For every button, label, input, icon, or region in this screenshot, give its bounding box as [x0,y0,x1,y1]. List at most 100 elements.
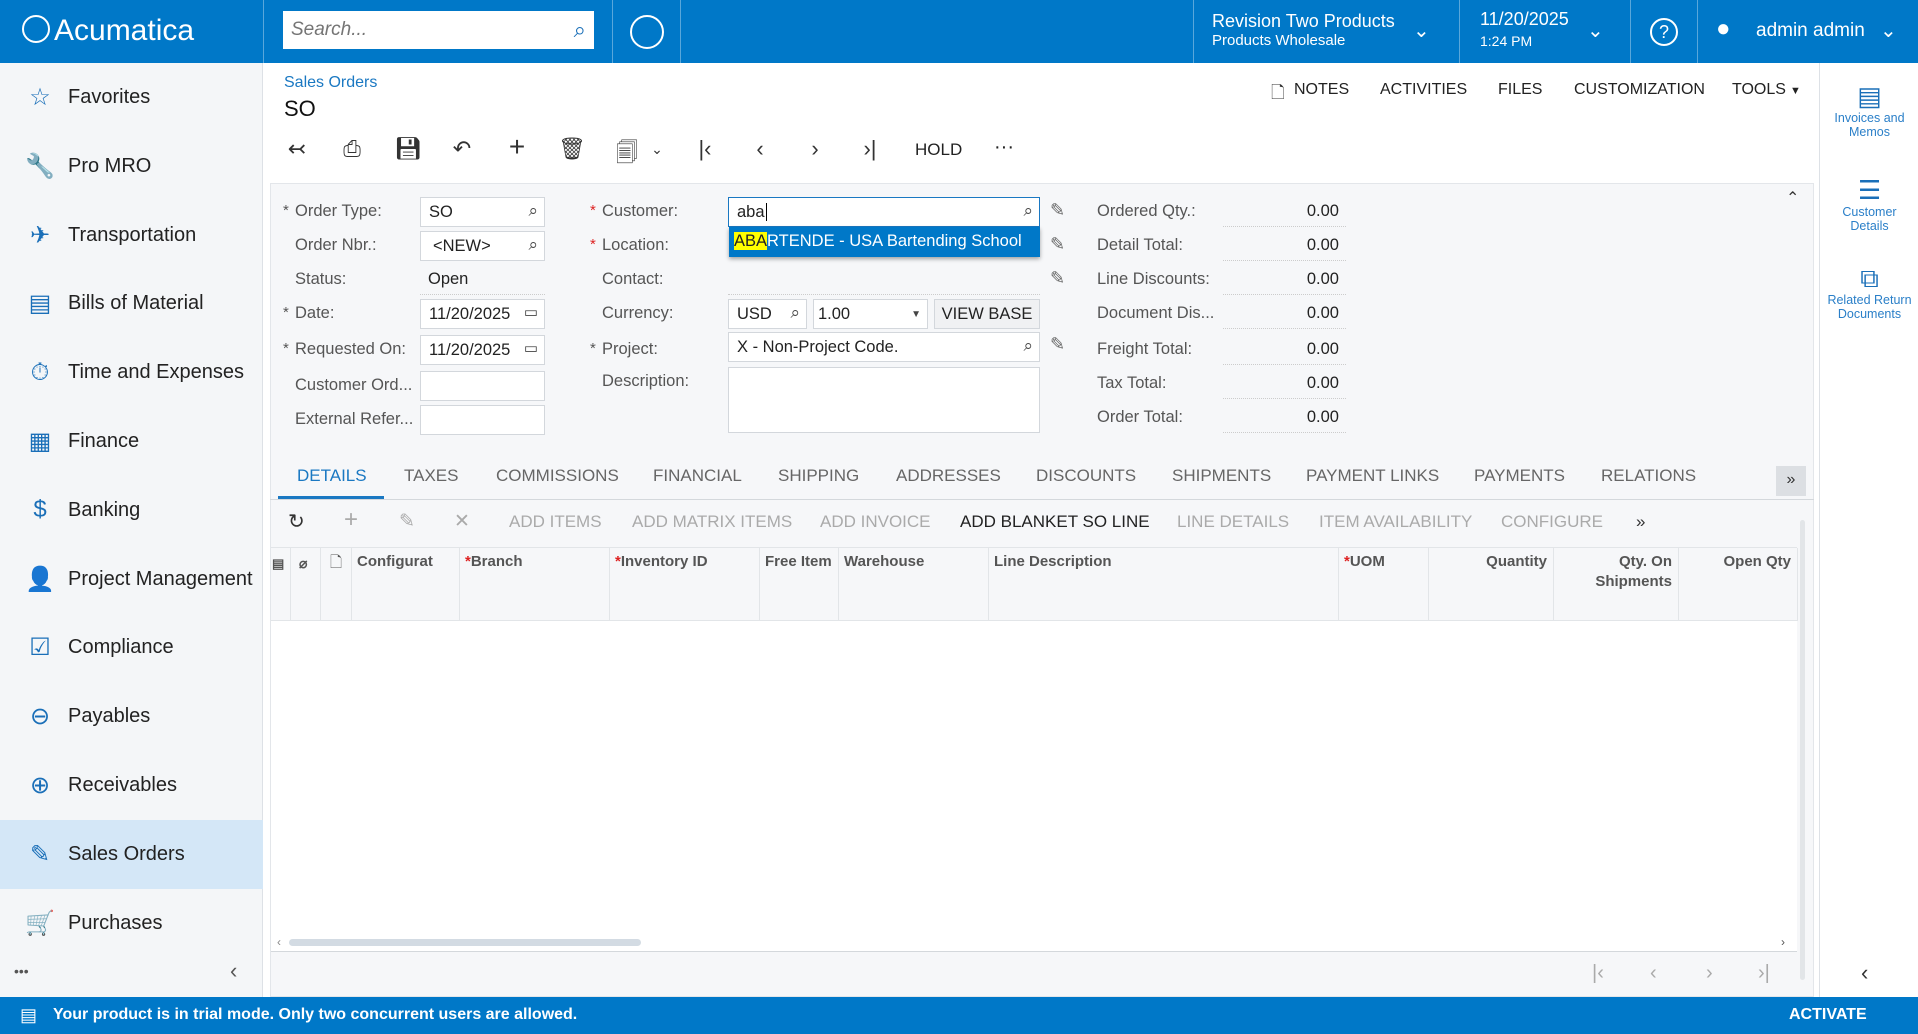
search-icon[interactable]: ⌕ [1023,336,1033,355]
sidebar-item-time-and-expenses[interactable]: ⏱ Time and Expenses [0,338,263,407]
scroll-right-icon[interactable]: › [1781,935,1785,949]
column-header[interactable]: *UOM [1344,552,1422,572]
refresh-icon[interactable]: ↻ [288,511,305,533]
sidebar-item-bills-of-material[interactable]: ▤ Bills of Material [0,269,263,338]
right-panel-invoice[interactable]: ▤ Invoices and Memos [1820,81,1918,139]
last-record-icon[interactable]: ›| [863,136,877,161]
tab-financial[interactable]: FINANCIAL [653,466,742,485]
add-matrix-items-button[interactable]: ADD MATRIX ITEMS [632,512,793,531]
copy-paste-icon[interactable]: 🗐 [616,140,638,165]
add-items-button[interactable]: ADD ITEMS [509,512,602,531]
column-header[interactable]: Configurat [357,552,453,572]
column-header[interactable]: Line Description [994,552,1332,572]
customer-suggestion[interactable]: ABARTENDE - USA Bartending School [729,227,1040,257]
tab-commissions[interactable]: COMMISSIONS [496,466,619,485]
tab-relations[interactable]: RELATIONS [1601,466,1697,485]
sidebar-item-payables[interactable]: ⊖ Payables [0,682,263,751]
tab-taxes[interactable]: TAXES [404,466,459,485]
previous-page-icon[interactable]: ‹ [1650,962,1657,984]
chevron-down-icon[interactable]: ⌄ [1880,20,1897,42]
column-header[interactable]: *Inventory ID [615,552,753,572]
first-page-icon[interactable]: |‹ [1592,962,1604,984]
right-panel-customer-details[interactable]: ☰ Customer Details [1820,175,1918,233]
horizontal-scrollbar[interactable] [289,939,641,946]
collapse-icon[interactable]: ⌃ [1786,190,1800,207]
acumatica-logo-icon[interactable]: Acumatica [22,14,194,48]
back-icon[interactable]: ↢ [287,136,307,161]
tab-payment-links[interactable]: PAYMENT LINKS [1306,466,1440,485]
undo-icon[interactable]: ↶ [452,136,472,161]
calendar-icon[interactable]: ▭ [523,304,538,321]
column-header[interactable]: *Branch [465,552,603,572]
add-invoice-button[interactable]: ADD INVOICE [820,512,931,531]
edit-icon[interactable]: ✎ [1050,200,1066,220]
caret-down-icon[interactable]: ▼ [1790,85,1801,97]
project-field[interactable]: X - Non-Project Code. ⌕ [728,332,1040,362]
company-selector[interactable]: Revision Two Products Products Wholesale [1212,11,1395,49]
save-and-close-icon[interactable]: ⎙ [343,136,361,161]
view-base-button[interactable]: VIEW BASE [934,299,1040,329]
sidebar-item-receivables[interactable]: ⊕ Receivables [0,751,263,820]
save-icon[interactable]: 💾︎ [394,136,422,161]
item-availability-button[interactable]: ITEM AVAILABILITY [1319,512,1473,531]
delete-icon[interactable]: 🗑︎ [558,136,586,161]
note-icon[interactable]: 🗋 [330,554,343,571]
notes-link[interactable]: NOTES [1294,81,1350,98]
chevron-down-icon[interactable]: ⌄ [651,141,663,157]
sidebar-item-pro-mro[interactable]: 🔧 Pro MRO [0,132,263,201]
tab-payments[interactable]: PAYMENTS [1474,466,1565,485]
activate-button[interactable]: ACTIVATE [1789,1006,1867,1023]
search-icon[interactable]: ⌕ [790,303,800,322]
files-link[interactable]: FILES [1498,81,1543,98]
tab-addresses[interactable]: ADDRESSES [896,466,1001,485]
more-tabs-icon[interactable]: » [1776,466,1806,496]
sidebar-item-banking[interactable]: $ Banking [0,476,263,545]
add-icon[interactable]: + [508,131,526,162]
collapse-sidebar-icon[interactable]: ‹ [230,958,238,983]
collapse-panel-icon[interactable]: ‹ [1861,960,1869,985]
column-header[interactable]: Qty. On Shipments [1559,552,1672,592]
tab-shipments[interactable]: SHIPMENTS [1172,466,1272,485]
tab-discounts[interactable]: DISCOUNTS [1036,466,1137,485]
currency-rate-select[interactable]: 1.00 ▼ [813,299,928,329]
search-icon[interactable]: ⌕ [528,235,538,254]
customer-field[interactable]: aba ⌕ [728,197,1040,227]
caret-down-icon[interactable]: ▼ [911,309,921,320]
edit-icon[interactable]: ✎ [1050,234,1066,254]
chevron-down-icon[interactable]: ⌄ [1413,20,1430,42]
add-row-icon[interactable]: + [344,506,359,533]
vertical-scrollbar[interactable] [1800,520,1805,980]
sidebar-item-compliance[interactable]: ☑ Compliance [0,613,263,682]
attachment-icon[interactable]: ⌀ [299,555,308,571]
add-blanket-so-line-button[interactable]: ADD BLANKET SO LINE [960,512,1150,531]
more-icon[interactable]: ••• [14,963,29,979]
date-selector[interactable]: 11/20/2025 1:24 PM [1480,9,1569,49]
chevron-down-icon[interactable]: ⌄ [1587,20,1604,42]
calendar-icon[interactable]: ▭ [523,340,538,357]
delete-row-icon[interactable]: ✕ [454,511,470,532]
scroll-left-icon[interactable]: ‹ [277,935,281,949]
line-details-button[interactable]: LINE DETAILS [1177,512,1290,531]
column-header[interactable]: Free Item [765,552,832,572]
search-box[interactable]: ⌕ [283,11,594,49]
history-icon[interactable] [630,15,664,49]
sidebar-item-finance[interactable]: ▦ Finance [0,407,263,476]
next-record-icon[interactable]: › [811,136,819,161]
search-icon[interactable]: ⌕ [1023,201,1033,220]
help-icon[interactable]: ? [1650,18,1678,46]
row-selector-icon[interactable]: ▤ [272,556,285,571]
sidebar-item-sales-orders[interactable]: ✎ Sales Orders [0,819,263,889]
currency-field[interactable]: USD ⌕ [728,299,807,329]
customization-link[interactable]: CUSTOMIZATION [1574,81,1705,98]
more-actions-button[interactable]: ··· [994,136,1014,158]
sidebar-item-purchases[interactable]: 🛒 Purchases [0,889,263,958]
date-field[interactable]: 11/20/2025 ▭ [420,299,545,329]
tab-shipping[interactable]: SHIPPING [778,466,860,485]
column-header[interactable]: Open Qty [1684,552,1791,572]
user-menu[interactable]: admin admin [1756,20,1865,41]
more-grid-actions-icon[interactable]: » [1636,512,1646,531]
hold-button[interactable]: HOLD [915,140,963,159]
previous-record-icon[interactable]: ‹ [756,136,764,161]
edit-row-icon[interactable]: ✎ [399,511,415,532]
right-panel-related-documents[interactable]: ⧉ Related Return Documents [1820,263,1918,321]
